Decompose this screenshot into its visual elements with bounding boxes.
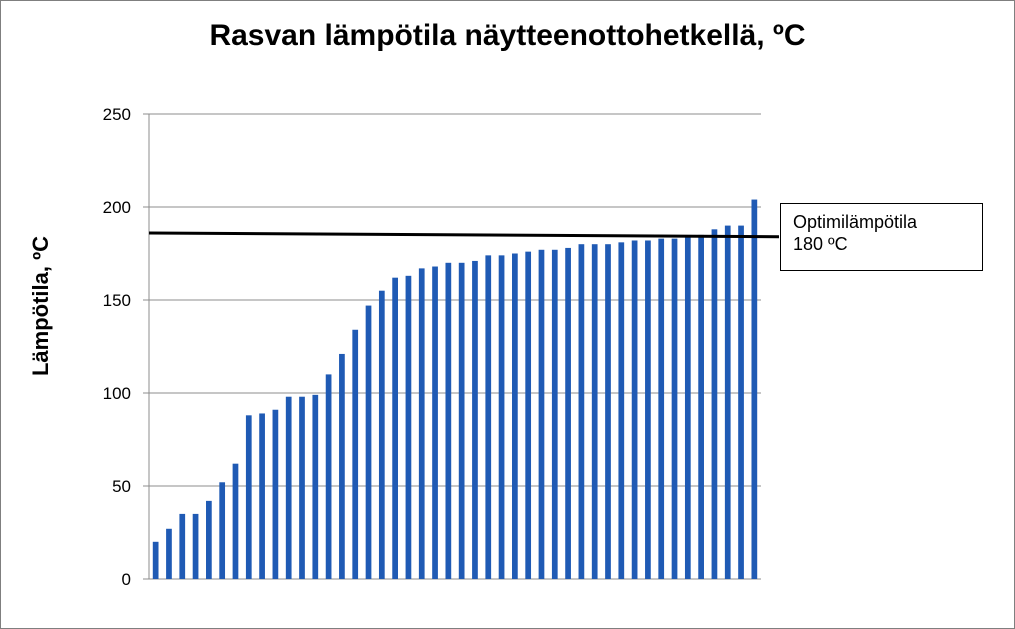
bar <box>378 290 385 579</box>
bar <box>578 244 585 579</box>
chart-title: Rasvan lämpötila näytteenottohetkellä, º… <box>209 19 806 52</box>
bar <box>365 305 372 579</box>
bar <box>179 513 186 579</box>
bar <box>618 242 625 579</box>
bar <box>658 238 665 579</box>
bar <box>232 463 239 579</box>
bar <box>272 409 279 579</box>
bar <box>405 275 412 579</box>
bar <box>631 240 638 580</box>
bar <box>711 229 718 579</box>
bar <box>498 255 505 580</box>
bar <box>325 374 332 579</box>
bar <box>512 253 518 579</box>
bar <box>738 225 744 579</box>
bar <box>565 247 571 580</box>
bar <box>206 500 212 579</box>
bar <box>591 244 598 579</box>
bar <box>352 329 359 579</box>
optimum-reference-line <box>148 231 780 239</box>
bar <box>285 396 292 579</box>
bar <box>418 268 425 579</box>
bar <box>645 240 651 580</box>
y-tick-label: 250 <box>103 105 131 124</box>
bar <box>472 260 478 579</box>
annotation-label: Optimilämpötila <box>793 212 918 232</box>
bar <box>152 541 159 579</box>
bar <box>525 251 532 579</box>
bar <box>751 199 758 579</box>
bar <box>392 277 398 579</box>
optimum-annotation: Optimilämpötila 180 ºC <box>780 203 983 271</box>
bar <box>259 413 265 579</box>
y-tick-label: 100 <box>103 384 131 403</box>
y-tick-label: 0 <box>122 570 131 589</box>
y-tick-label: 50 <box>112 477 131 496</box>
bar <box>698 234 704 579</box>
bar <box>299 396 305 579</box>
bar <box>432 266 438 579</box>
annotation-value: 180 ºC <box>793 234 848 254</box>
bar <box>671 238 678 579</box>
y-tick-label: 150 <box>103 291 131 310</box>
bar <box>485 255 492 580</box>
bar <box>445 262 452 579</box>
bar <box>219 482 226 579</box>
bar <box>538 249 545 579</box>
bar <box>339 353 345 579</box>
bar <box>458 262 465 579</box>
bar <box>724 225 731 579</box>
bar <box>312 394 319 579</box>
y-tick-label: 200 <box>103 198 131 217</box>
bar <box>684 236 691 579</box>
bar <box>605 244 611 579</box>
bar <box>551 249 558 579</box>
bar <box>166 528 172 579</box>
bar <box>192 513 199 579</box>
bar <box>245 415 252 579</box>
